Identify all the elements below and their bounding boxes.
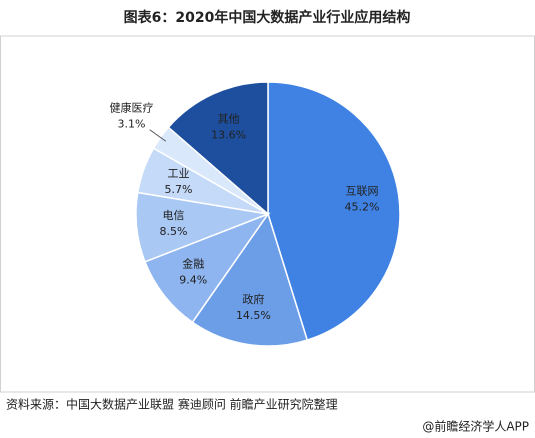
slice-value-label: 3.1% [117,118,145,131]
footer: @前瞻经济学人APP [422,419,529,434]
slice-label: 互联网 [345,185,378,198]
slice-value-label: 9.4% [179,274,207,287]
slice-label: 电信 [162,209,184,222]
pie-slice [143,212,271,324]
slice-label: 健康医疗 [109,101,153,115]
slice-value-label: 8.5% [159,225,187,238]
pie-slice [167,81,269,216]
slice-label: 其他 [218,113,240,126]
leader-line [149,129,167,142]
slice-value-label: 14.5% [236,309,271,322]
slice-label: 工业 [167,167,189,180]
slice-value-label: 45.2% [344,201,379,214]
slice-label: 政府 [242,292,264,306]
slice-label: 金融 [182,257,204,271]
chart-title: 图表6：2020年中国大数据产业行业应用结构 [124,9,411,26]
source: 资料来源：中国大数据产业联盟 赛迪顾问 前瞻产业研究院整理 [6,397,338,412]
slice-value-label: 13.6% [211,129,246,142]
pie-slice [267,81,401,341]
slice-value-label: 5.7% [165,183,193,196]
pie-slice [191,212,309,347]
